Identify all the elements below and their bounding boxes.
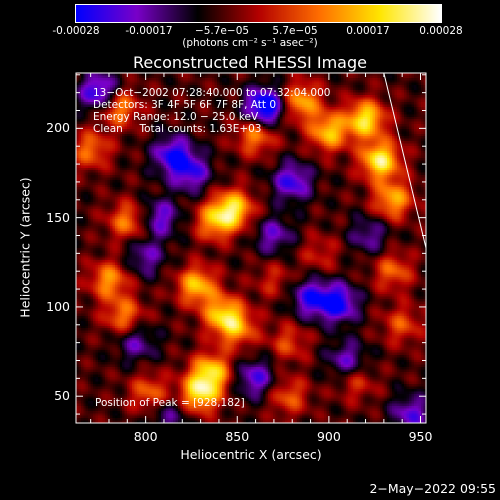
x-axis-label: Heliocentric X (arcsec) — [180, 447, 322, 462]
colorbar — [75, 4, 442, 23]
y-axis-label: Heliocentric Y (arcsec) — [17, 177, 33, 318]
colorbar-tick-label: 0.00017 — [346, 25, 390, 37]
x-tick-label: 800 — [133, 429, 158, 444]
y-tick-label: 200 — [46, 120, 70, 136]
colorbar-units: (photons cm⁻² s⁻¹ asec⁻²) — [182, 37, 318, 49]
annotation-energy: Energy Range: 12.0 − 25.0 keV — [93, 111, 259, 123]
timestamp: 2−May−2022 09:55 — [369, 481, 496, 496]
chart-title: Reconstructed RHESSI Image — [133, 53, 367, 72]
x-tick-label: 900 — [316, 429, 341, 444]
colorbar-ticks: -0.00028 -0.00017 −5.7e−05 5.7e−05 0.00017 0.… — [0, 0, 500, 50]
x-tick-label: 950 — [408, 429, 433, 444]
colorbar-tick-label: −5.7e−05 — [194, 25, 250, 37]
heatmap-image — [76, 73, 426, 423]
annotation-detectors: Detectors: 3F 4F 5F 6F 7F 8F, Att 0 — [93, 99, 277, 111]
x-tick-label: 850 — [225, 429, 250, 444]
y-tick-label: 150 — [46, 209, 70, 225]
limb-line — [383, 72, 427, 249]
y-tick-label: 100 — [46, 298, 70, 314]
colorbar-tick-label: -0.00028 — [52, 25, 100, 37]
y-tick-label: 50 — [54, 388, 70, 404]
annotation-clean: Clean Total counts: 1.63E+03 — [93, 123, 262, 135]
colorbar-tick-label: 5.7e−05 — [272, 25, 318, 37]
annotation-time: 13−Oct−2002 07:28:40.000 to 07:32:04.000 — [93, 87, 331, 99]
colorbar-tick-label: -0.00017 — [125, 25, 173, 37]
peak-label: Position of Peak = [928,182] — [95, 397, 245, 409]
colorbar-tick-label: 0.00028 — [419, 25, 463, 37]
